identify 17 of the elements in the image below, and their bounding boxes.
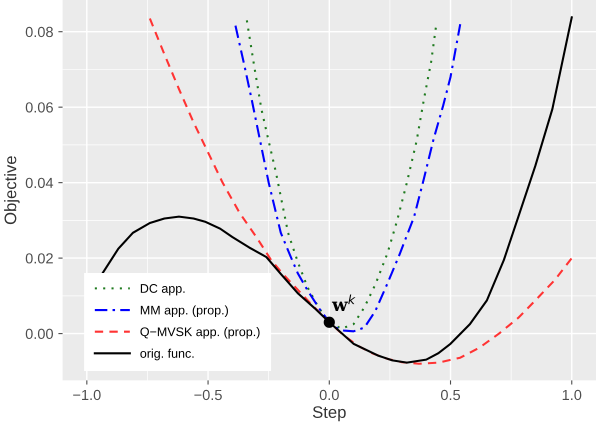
x-tick-label: 0.5	[440, 390, 460, 400]
legend-label: orig. func.	[140, 348, 194, 360]
y-tick-label: 0.06	[26, 102, 53, 113]
x-axis-title: Step	[312, 406, 346, 422]
y-tick-label: 0.08	[26, 26, 53, 38]
annotation: w$^{k}$	[332, 294, 356, 312]
y-tick-label: 0.00	[26, 328, 53, 340]
y-axis-title: Objective	[4, 156, 20, 224]
y-tick-label: 0.02	[26, 253, 53, 264]
x-tick-label: 0.0	[320, 390, 339, 400]
legend-label: DC app.	[140, 284, 185, 296]
legend-label: MM app. (prop.)	[140, 305, 228, 318]
x-tick-label: −0.5	[194, 390, 222, 400]
y-tick-label: 0.04	[26, 178, 54, 188]
legend-label: Q−MVSK app. (prop.)	[140, 327, 260, 339]
x-tick-label: −1.0	[73, 390, 101, 400]
x-tick-label: 1.0	[562, 390, 582, 400]
